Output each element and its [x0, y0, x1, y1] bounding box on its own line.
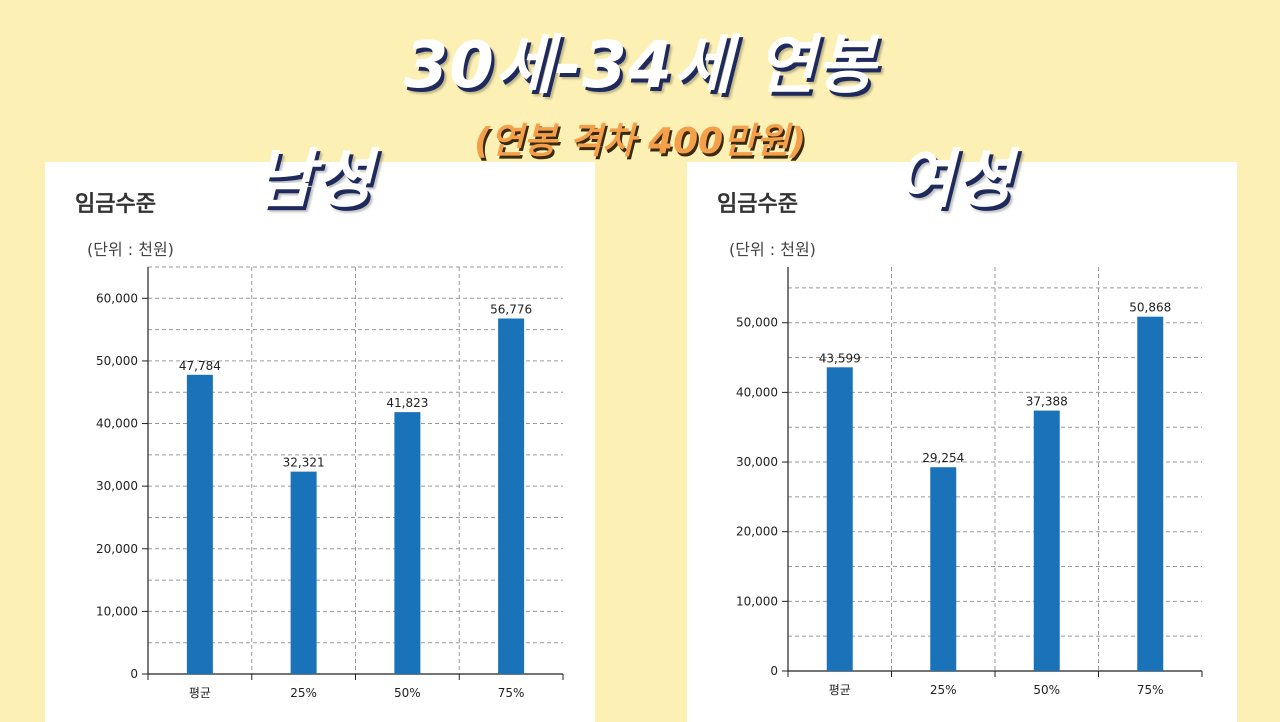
chart-heading: 임금수준	[75, 192, 156, 217]
x-tick-label: 25%	[930, 683, 957, 697]
y-tick-label: 0	[130, 667, 138, 681]
bar	[498, 318, 525, 674]
y-tick-label: 60,000	[96, 291, 138, 305]
y-tick-label: 40,000	[96, 417, 138, 431]
y-tick-label: 30,000	[736, 455, 778, 469]
x-tick-label: 25%	[290, 686, 317, 700]
bar-value-label: 50,868	[1129, 301, 1171, 315]
page-subtitle: (연봉 격차 400만원)	[474, 121, 806, 162]
female-chart-panel: 임금수준 (단위 : 천원) 0 10,000 20,000 30,000 40,000…	[687, 162, 1237, 722]
bar-value-label: 47,784	[179, 359, 221, 373]
male-salary-chart: 0 10,000 20,000 30,000 40,000 50,000 60,000 47,…	[96, 266, 564, 700]
x-tick-label: 50%	[1033, 683, 1060, 697]
y-tick-label: 0	[770, 664, 778, 678]
x-tick-label: 50%	[394, 686, 421, 700]
female-salary-chart: 0 10,000 20,000 30,000 40,000 50,000 43,599 평균 2…	[736, 267, 1203, 697]
x-tick-label: 75%	[1137, 683, 1164, 697]
x-tick-label: 평균	[829, 683, 851, 697]
y-tick-label: 40,000	[736, 385, 778, 399]
bar-value-label: 56,776	[490, 302, 532, 316]
page-title: 30세-34세 연봉	[403, 29, 877, 103]
bar	[1137, 316, 1164, 671]
bar	[186, 374, 213, 674]
y-tick-label: 10,000	[736, 594, 778, 608]
chart-heading: 임금수준	[717, 192, 798, 217]
y-tick-label: 20,000	[736, 525, 778, 539]
bar-value-label: 32,321	[283, 456, 325, 470]
y-tick-label: 20,000	[96, 542, 138, 556]
female-label: 여성	[895, 143, 1013, 217]
bar	[1033, 410, 1060, 671]
y-tick-label: 50,000	[96, 354, 138, 368]
y-tick-label: 30,000	[96, 479, 138, 493]
chart-unit: (단위 : 천원)	[729, 240, 816, 259]
male-chart-panel: 임금수준 (단위 : 천원) 0 10,000 20,000 30,000 40,000…	[45, 162, 595, 722]
bar	[930, 467, 957, 671]
bar	[826, 367, 853, 671]
y-tick-label: 10,000	[96, 604, 138, 618]
bar-value-label: 41,823	[386, 396, 428, 410]
chart-unit: (단위 : 천원)	[87, 240, 174, 259]
x-tick-label: 평균	[189, 686, 211, 700]
male-label: 남성	[255, 143, 373, 217]
x-tick-label: 75%	[498, 686, 525, 700]
y-tick-label: 50,000	[736, 316, 778, 330]
bar-value-label: 43,599	[819, 351, 861, 365]
bar-value-label: 37,388	[1026, 395, 1068, 409]
bar	[290, 471, 317, 674]
bar-value-label: 29,254	[922, 451, 964, 465]
bar	[394, 412, 421, 674]
